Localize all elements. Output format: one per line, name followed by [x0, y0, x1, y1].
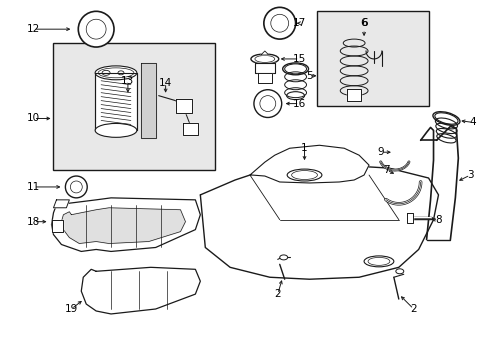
Text: 1: 1 — [301, 143, 307, 153]
Polygon shape — [81, 267, 200, 314]
Polygon shape — [406, 213, 412, 223]
Ellipse shape — [286, 169, 321, 181]
Text: 10: 10 — [27, 113, 40, 123]
Ellipse shape — [432, 112, 459, 125]
Polygon shape — [61, 208, 185, 243]
Circle shape — [78, 11, 114, 47]
Bar — [53, 43, 215, 170]
Text: 3: 3 — [466, 170, 472, 180]
Circle shape — [264, 7, 295, 39]
Text: 2: 2 — [409, 304, 416, 314]
Polygon shape — [257, 73, 271, 83]
Polygon shape — [249, 145, 368, 183]
Polygon shape — [95, 73, 137, 130]
Text: 6: 6 — [360, 18, 366, 28]
Text: 6: 6 — [360, 18, 367, 28]
Text: 2: 2 — [274, 289, 281, 299]
Ellipse shape — [279, 255, 287, 260]
Ellipse shape — [286, 92, 304, 100]
Text: 9: 9 — [377, 147, 384, 157]
Polygon shape — [346, 89, 360, 100]
Polygon shape — [254, 63, 274, 73]
Ellipse shape — [282, 63, 308, 75]
Bar — [317, 11, 427, 105]
Text: 15: 15 — [292, 54, 305, 64]
Polygon shape — [51, 198, 200, 251]
Circle shape — [65, 176, 87, 198]
Polygon shape — [51, 220, 63, 231]
Text: 16: 16 — [292, 99, 305, 109]
Text: 18: 18 — [27, 217, 40, 227]
Polygon shape — [200, 165, 438, 279]
Circle shape — [253, 90, 281, 117]
Ellipse shape — [395, 269, 403, 274]
Ellipse shape — [364, 256, 393, 267]
Ellipse shape — [250, 54, 278, 64]
Text: 13: 13 — [121, 76, 134, 86]
Ellipse shape — [95, 66, 137, 80]
Text: 7: 7 — [383, 165, 389, 175]
Text: 8: 8 — [434, 215, 441, 225]
Text: 11: 11 — [27, 182, 40, 192]
Text: 4: 4 — [469, 117, 476, 127]
Polygon shape — [53, 200, 69, 208]
Text: 5: 5 — [305, 71, 312, 81]
Polygon shape — [175, 99, 192, 113]
Text: 14: 14 — [159, 78, 172, 88]
Polygon shape — [141, 63, 155, 138]
Ellipse shape — [95, 123, 137, 137]
Polygon shape — [260, 51, 268, 55]
Polygon shape — [183, 123, 198, 135]
Text: 17: 17 — [292, 18, 305, 28]
Text: 12: 12 — [27, 24, 40, 34]
Text: 19: 19 — [64, 304, 78, 314]
